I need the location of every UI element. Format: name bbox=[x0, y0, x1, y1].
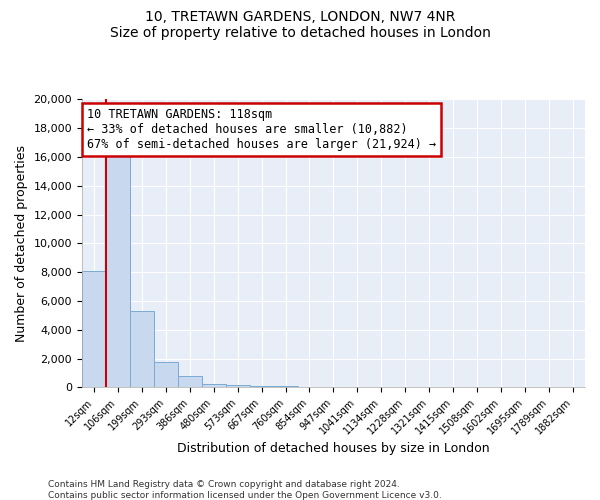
Text: 10, TRETAWN GARDENS, LONDON, NW7 4NR
Size of property relative to detached house: 10, TRETAWN GARDENS, LONDON, NW7 4NR Siz… bbox=[110, 10, 490, 40]
Bar bbox=[82, 270, 106, 388]
Y-axis label: Number of detached properties: Number of detached properties bbox=[15, 145, 28, 342]
Bar bbox=[274, 386, 298, 388]
Bar bbox=[250, 386, 274, 388]
X-axis label: Distribution of detached houses by size in London: Distribution of detached houses by size … bbox=[177, 442, 490, 455]
Bar bbox=[130, 311, 154, 388]
Bar bbox=[154, 362, 178, 388]
Bar bbox=[202, 384, 226, 388]
Text: 10 TRETAWN GARDENS: 118sqm
← 33% of detached houses are smaller (10,882)
67% of : 10 TRETAWN GARDENS: 118sqm ← 33% of deta… bbox=[87, 108, 436, 151]
Bar bbox=[226, 384, 250, 388]
Bar bbox=[298, 387, 322, 388]
Text: Contains HM Land Registry data © Crown copyright and database right 2024.
Contai: Contains HM Land Registry data © Crown c… bbox=[48, 480, 442, 500]
Bar bbox=[106, 150, 130, 388]
Bar bbox=[178, 376, 202, 388]
